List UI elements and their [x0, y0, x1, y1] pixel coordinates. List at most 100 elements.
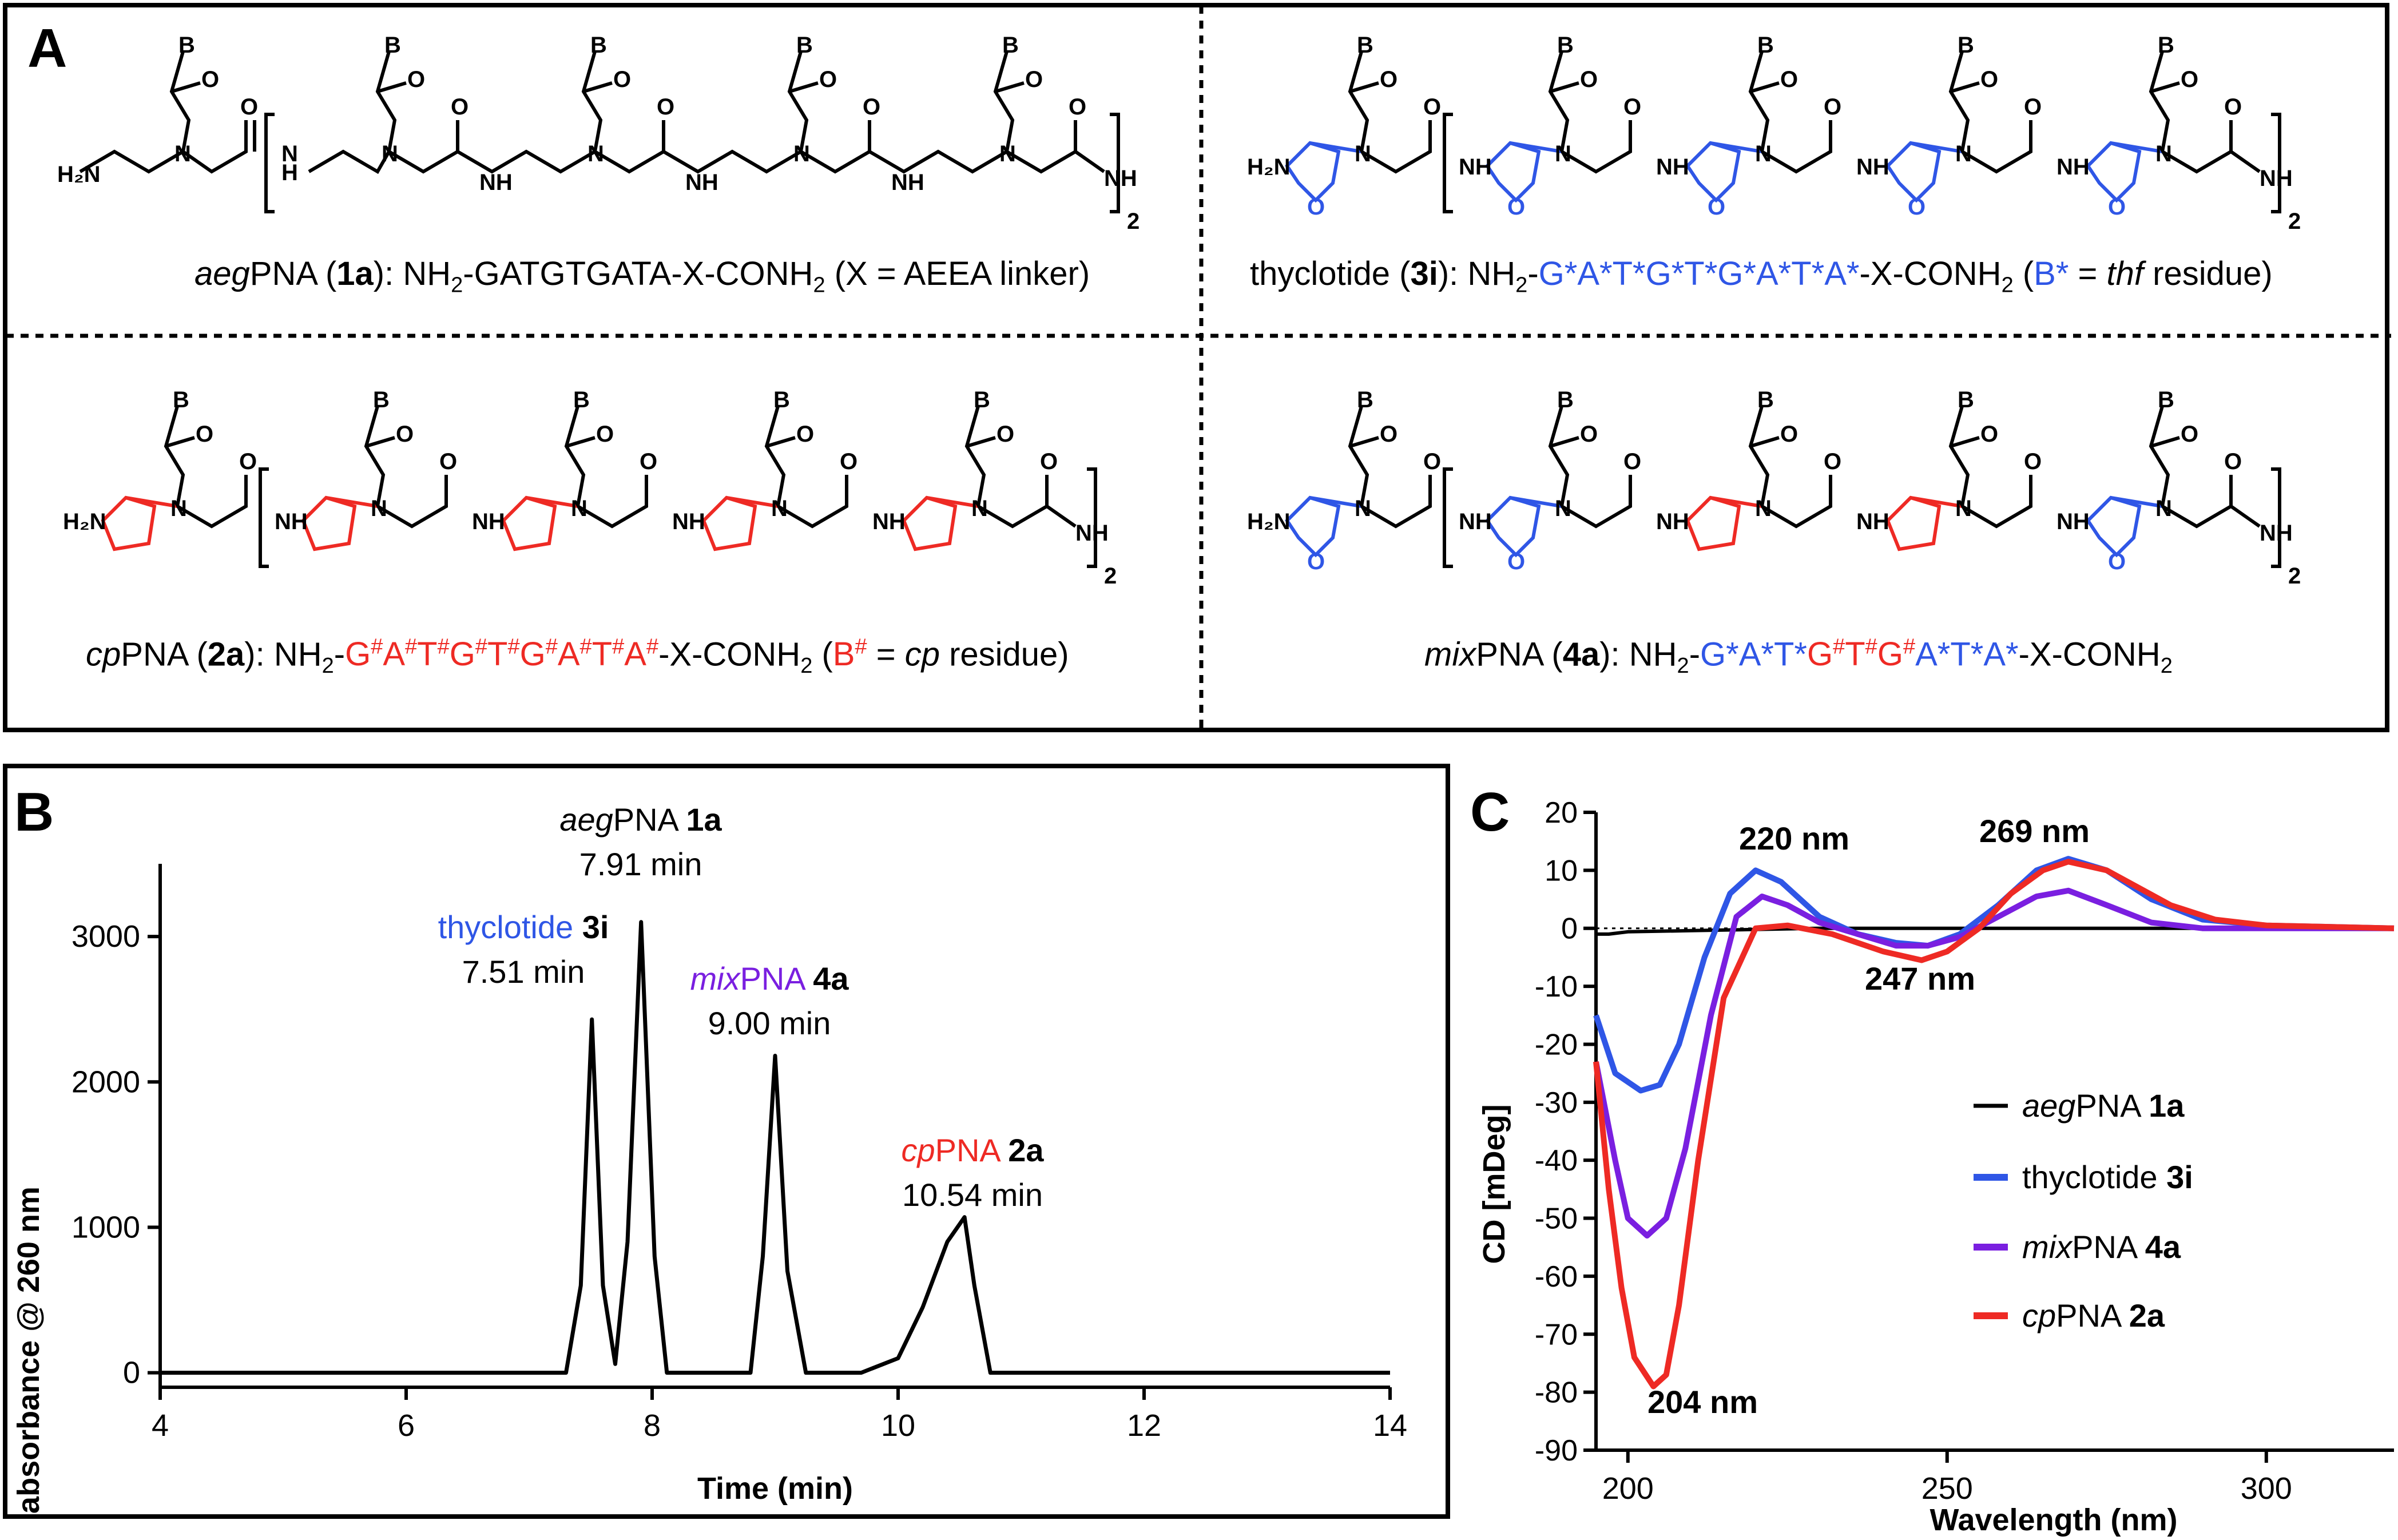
- mix-pna-structure: H₂N N B O O NH N B O O NH N B O O NH N B…: [1247, 389, 2301, 589]
- svg-text:B: B: [590, 34, 607, 58]
- aeg-pna-caption: aegPNA (1a): NH2-GATGTGATA-X-CONH2 (X = …: [194, 255, 1090, 297]
- svg-text:O: O: [2181, 422, 2198, 447]
- svg-text:O: O: [1040, 449, 1058, 474]
- svg-text:O: O: [1307, 195, 1325, 220]
- svg-text:O: O: [1507, 195, 1525, 220]
- svg-text:H: H: [281, 160, 298, 185]
- svg-text:O: O: [396, 422, 414, 447]
- svg-text:O: O: [1307, 549, 1325, 574]
- svg-text:O: O: [2024, 449, 2042, 474]
- svg-text:NH: NH: [275, 509, 308, 534]
- svg-text:O: O: [796, 422, 814, 447]
- svg-text:NH: NH: [1459, 509, 1492, 534]
- svg-text:O: O: [407, 67, 425, 92]
- svg-text:NH: NH: [1075, 521, 1109, 546]
- cd-ytick-label: -90: [1535, 1434, 1578, 1467]
- svg-text:O: O: [439, 449, 457, 474]
- peak-label-mix: mixPNA 4a: [690, 960, 849, 997]
- cd-xtick-label: 300: [2241, 1471, 2292, 1506]
- svg-text:O: O: [613, 67, 631, 92]
- cd-xtick-label: 250: [1921, 1471, 1973, 1506]
- svg-text:O: O: [1908, 195, 1925, 220]
- cd-ytick-label: -20: [1535, 1028, 1578, 1061]
- hplc-xtick-label: 10: [881, 1408, 915, 1443]
- svg-text:N: N: [1755, 141, 1772, 166]
- svg-text:O: O: [1069, 94, 1086, 120]
- svg-text:N: N: [971, 496, 988, 521]
- svg-text:O: O: [840, 449, 857, 474]
- svg-text:O: O: [1824, 94, 1841, 120]
- svg-text:NH: NH: [472, 509, 505, 534]
- cd-series-cp: [1593, 859, 2395, 1390]
- svg-text:NH: NH: [1856, 154, 1889, 180]
- hplc-chart: 4 6 8 10 12 14 0 1000 2000 3000 Time (min) absorb…: [11, 801, 1407, 1514]
- svg-text:N: N: [281, 141, 298, 166]
- svg-text:N: N: [1555, 496, 1571, 521]
- svg-text:2: 2: [2288, 563, 2301, 589]
- svg-text:N: N: [793, 141, 810, 166]
- svg-text:NH: NH: [1656, 154, 1689, 180]
- cd-ytick-label: -30: [1535, 1086, 1578, 1120]
- svg-text:N: N: [1755, 496, 1772, 521]
- panel-a-dividers: [6, 6, 2391, 729]
- svg-text:B: B: [373, 389, 390, 412]
- svg-text:NH: NH: [2056, 154, 2090, 180]
- hplc-ytick-label: 0: [123, 1356, 140, 1390]
- cd-ytick-label: 0: [1561, 912, 1578, 946]
- peak-label-aeg: aegPNA 1a: [559, 801, 722, 838]
- peak-time-cp: 10.54 min: [902, 1177, 1043, 1213]
- svg-text:H₂N: H₂N: [1247, 509, 1291, 534]
- cd-annot-204: 204 nm: [1647, 1384, 1758, 1420]
- svg-text:N: N: [999, 141, 1016, 166]
- svg-text:B: B: [1958, 34, 1974, 58]
- svg-text:N: N: [174, 141, 191, 166]
- svg-text:O: O: [2224, 94, 2242, 120]
- svg-text:N: N: [170, 496, 187, 521]
- svg-text:O: O: [1423, 94, 1441, 120]
- svg-text:NH: NH: [891, 170, 924, 195]
- cd-annot-269: 269 nm: [1979, 813, 2090, 849]
- svg-text:B: B: [573, 389, 590, 412]
- hplc-xtick-label: 12: [1127, 1408, 1161, 1443]
- cd-ytick-label: -80: [1535, 1376, 1578, 1410]
- peak-time-thy: 7.51 min: [462, 954, 585, 990]
- svg-text:NH: NH: [2056, 509, 2090, 534]
- peak-label-cp: cpPNA 2a: [901, 1132, 1044, 1168]
- peak-time-aeg: 7.91 min: [579, 846, 702, 882]
- panel-c-letter: C: [1470, 781, 1510, 843]
- cp-pna-caption: cpPNA (2a): NH2-G#A#T#G#T#G#A#T#A#-X-CON…: [86, 635, 1069, 678]
- cd-annot-247: 247 nm: [1865, 960, 1975, 997]
- thyclotide-caption: thyclotide (3i): NH2-G*A*T*G*T*G*A*T*A*-…: [1250, 255, 2273, 297]
- svg-text:N: N: [371, 496, 387, 521]
- svg-text:NH: NH: [1856, 509, 1889, 534]
- svg-text:N: N: [771, 496, 788, 521]
- svg-text:O: O: [996, 422, 1014, 447]
- svg-text:H₂N: H₂N: [63, 509, 106, 534]
- svg-text:H₂N: H₂N: [1247, 154, 1291, 180]
- svg-text:NH: NH: [1459, 154, 1492, 180]
- cd-ytick-label: -50: [1535, 1202, 1578, 1236]
- legend-label-cp: cpPNA 2a: [2022, 1297, 2165, 1333]
- mix-pna-caption: mixPNA (4a): NH2-G*A*T*G#T#G#A*T*A*-X-CO…: [1424, 635, 2173, 678]
- svg-text:O: O: [1708, 195, 1725, 220]
- svg-text:B: B: [1557, 34, 1574, 58]
- peak-time-mix: 9.00 min: [708, 1005, 831, 1041]
- svg-text:O: O: [1423, 449, 1441, 474]
- hplc-ytick-label: 1000: [72, 1210, 140, 1244]
- svg-text:O: O: [1580, 422, 1598, 447]
- svg-text:NH: NH: [2260, 521, 2293, 546]
- svg-text:N: N: [1555, 141, 1571, 166]
- cd-ytick-label: 10: [1545, 854, 1578, 887]
- svg-text:O: O: [1780, 67, 1798, 92]
- cd-legend: aegPNA 1a thyclotide 3i mixPNA 4a cpPNA …: [1974, 1087, 2193, 1333]
- thyclotide-structure: H₂N N B O O NH N B O O NH N B O O NH N B…: [1247, 34, 2301, 234]
- legend-label-mix: mixPNA 4a: [2022, 1229, 2181, 1265]
- svg-text:O: O: [1623, 94, 1641, 120]
- svg-text:B: B: [1757, 34, 1774, 58]
- svg-text:O: O: [640, 449, 657, 474]
- legend-label-thy: thyclotide 3i: [2022, 1159, 2193, 1195]
- svg-text:N: N: [1355, 141, 1371, 166]
- panel-b-letter: B: [14, 781, 54, 843]
- svg-text:B: B: [173, 389, 189, 412]
- svg-text:O: O: [2024, 94, 2042, 120]
